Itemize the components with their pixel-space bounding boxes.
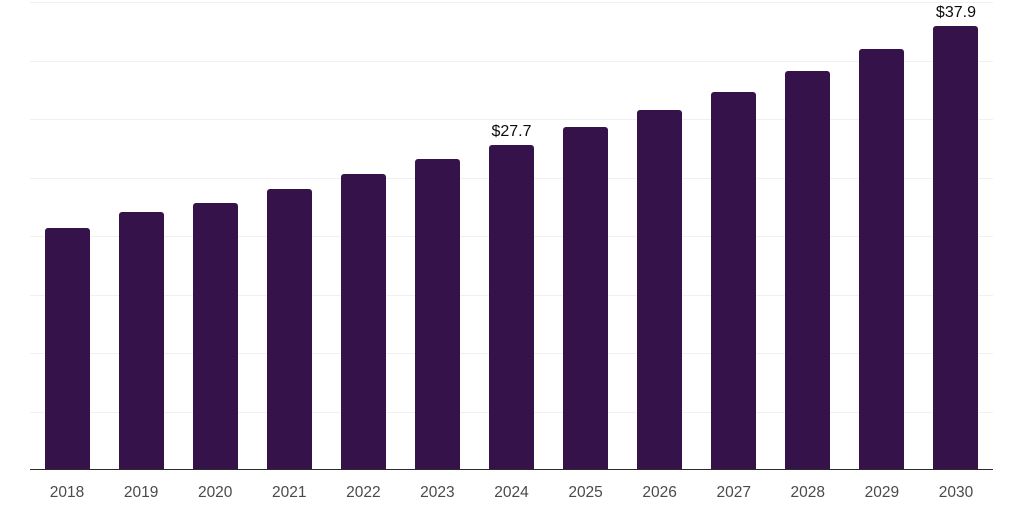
x-tick-label-2028: 2028 xyxy=(790,484,826,501)
x-axis-line xyxy=(30,468,993,470)
bar-2020 xyxy=(192,203,238,469)
bar-2030 xyxy=(933,25,979,469)
bar-2021 xyxy=(266,189,312,469)
x-tick-label-2023: 2023 xyxy=(420,484,455,501)
bar-2019 xyxy=(118,211,164,469)
x-tick-label-2027: 2027 xyxy=(716,484,751,501)
x-tick-label-2021: 2021 xyxy=(272,484,307,501)
x-tick-label-2022: 2022 xyxy=(346,484,381,501)
bar-2028 xyxy=(785,71,831,469)
bar-2018 xyxy=(44,227,90,469)
x-tick-label-2020: 2020 xyxy=(197,484,233,501)
x-tick-label-2018: 2018 xyxy=(49,484,85,501)
bar-2029 xyxy=(859,48,905,469)
x-tick-label-2026: 2026 xyxy=(642,484,677,501)
plot-area xyxy=(30,0,993,470)
gridline-35 xyxy=(30,60,993,62)
x-tick-label-2019: 2019 xyxy=(123,484,159,501)
bar-2027 xyxy=(711,92,757,469)
bar-2023 xyxy=(414,158,460,469)
bar-2026 xyxy=(637,109,683,469)
x-tick-label-2030: 2030 xyxy=(938,484,974,501)
gridline-30 xyxy=(30,119,993,120)
x-tick-label-2024: 2024 xyxy=(494,484,529,501)
x-tick-label-2029: 2029 xyxy=(864,484,900,501)
bar-2024 xyxy=(489,144,534,469)
bar-2025 xyxy=(563,127,609,469)
gridline-40 xyxy=(30,2,993,3)
x-tick-label-2025: 2025 xyxy=(568,484,603,501)
value-label-2030: $37.9 xyxy=(935,3,976,21)
bar-2022 xyxy=(340,174,386,469)
value-label-2024: $27.7 xyxy=(491,122,532,140)
